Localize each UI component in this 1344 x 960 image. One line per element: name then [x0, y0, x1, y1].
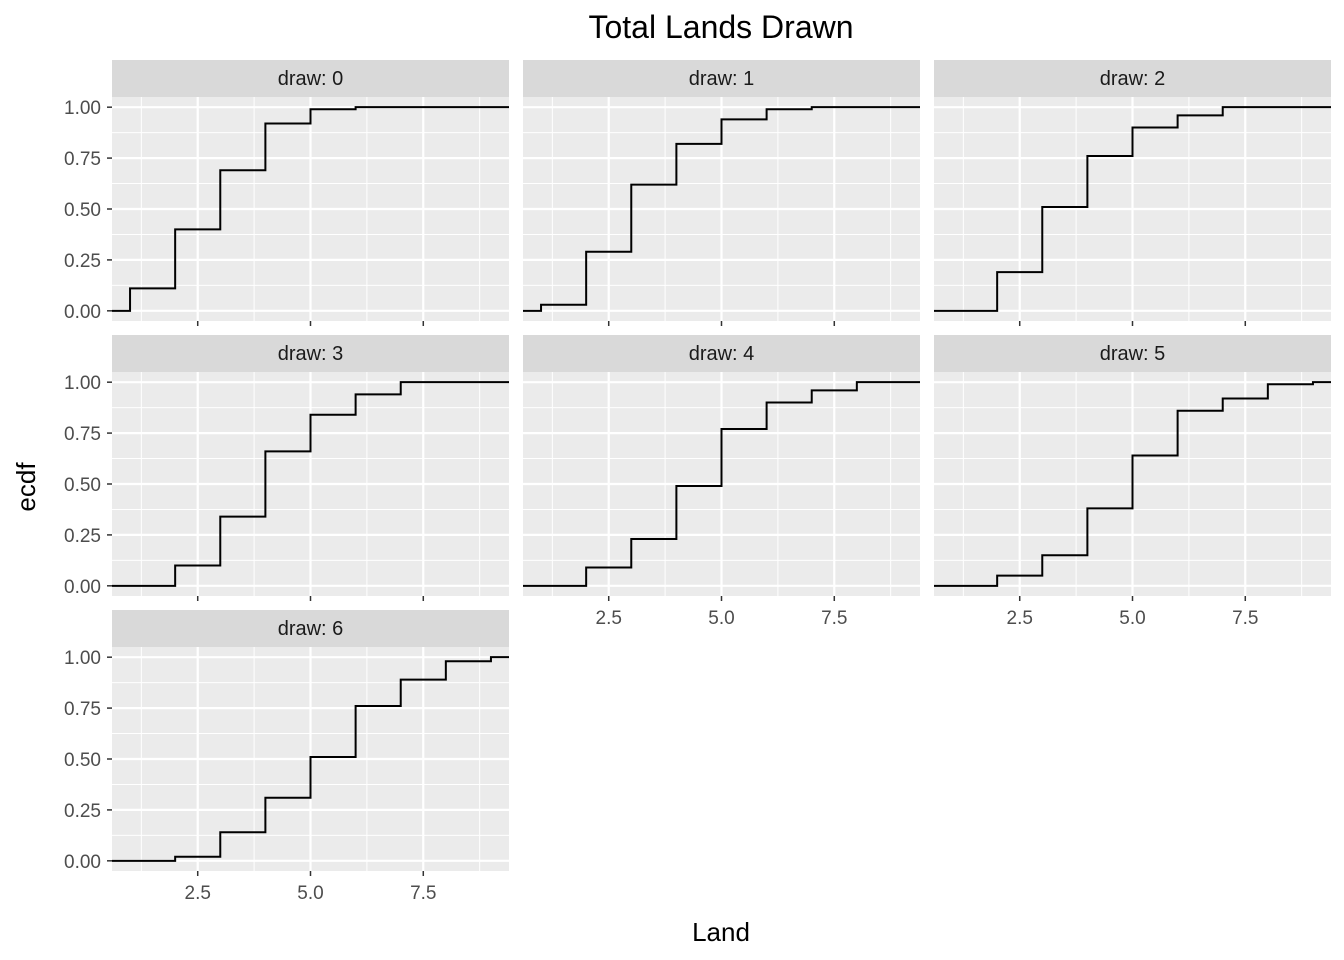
x-tick-label: 5.0: [297, 883, 323, 904]
y-tick-label: 0.50: [64, 750, 101, 771]
x-tick-label: 7.5: [1232, 608, 1258, 629]
facet-panels: draw: 0 0.00 0.25 0.50 0.75 1.00 draw: 1 draw: …: [64, 60, 1331, 904]
facet-strip-label: draw: 5: [1100, 343, 1166, 365]
ecdf-step-line: [934, 106, 1331, 312]
facet-panel: draw: 6 0.00 0.25 0.50 0.75 1.00 2.5 5.0 7.5: [64, 610, 509, 904]
ecdf-step-line: [523, 106, 920, 312]
y-tick-label: 0.75: [64, 424, 101, 445]
ecdf-step-line: [934, 381, 1331, 587]
facet-panel: draw: 0 0.00 0.25 0.50 0.75 1.00: [64, 60, 509, 326]
ecdf-step-line: [112, 656, 509, 862]
facet-strip-label: draw: 3: [278, 343, 344, 365]
x-tick-label: 2.5: [596, 608, 622, 629]
facet-panel: draw: 3 0.00 0.25 0.50 0.75 1.00: [64, 335, 509, 601]
y-tick-label: 0.50: [64, 475, 101, 496]
facet-panel: draw: 2: [934, 60, 1331, 326]
facet-strip-label: draw: 6: [278, 618, 344, 640]
x-tick-label: 7.5: [410, 883, 436, 904]
facet-strip: [523, 60, 920, 97]
y-axis-title: ecdf: [11, 462, 41, 512]
y-tick-label: 0.75: [64, 149, 101, 170]
ecdf-step-line: [112, 381, 509, 587]
y-tick-label: 1.00: [64, 648, 101, 669]
y-tick-label: 0.25: [64, 526, 101, 547]
y-tick-label: 0.50: [64, 200, 101, 221]
ecdf-step-line: [112, 106, 509, 312]
y-tick-label: 0.25: [64, 251, 101, 272]
facet-strip: [112, 610, 509, 647]
y-tick-label: 1.00: [64, 98, 101, 119]
chart-title: Total Lands Drawn: [588, 9, 853, 45]
x-tick-label: 5.0: [708, 608, 734, 629]
y-tick-label: 0.00: [64, 302, 101, 323]
x-axis-title: Land: [692, 917, 750, 947]
y-tick-label: 0.25: [64, 801, 101, 822]
facet-strip: [112, 60, 509, 97]
x-tick-label: 2.5: [185, 883, 211, 904]
y-tick-label: 0.75: [64, 699, 101, 720]
facet-strip: [934, 335, 1331, 372]
y-tick-label: 0.00: [64, 852, 101, 873]
facet-strip: [523, 335, 920, 372]
facet-panel: draw: 5 2.5 5.0 7.5: [934, 335, 1331, 629]
x-tick-label: 7.5: [821, 608, 847, 629]
x-tick-label: 2.5: [1007, 608, 1033, 629]
ecdf-step-line: [523, 381, 920, 587]
facet-panel: draw: 4 2.5 5.0 7.5: [523, 335, 920, 629]
x-tick-label: 5.0: [1119, 608, 1145, 629]
facet-strip-label: draw: 4: [689, 343, 755, 365]
y-tick-label: 1.00: [64, 373, 101, 394]
facet-panel: draw: 1: [523, 60, 920, 326]
facet-strip-label: draw: 0: [278, 68, 344, 90]
facet-strip: [112, 335, 509, 372]
y-tick-label: 0.00: [64, 577, 101, 598]
facet-strip: [934, 60, 1331, 97]
facet-strip-label: draw: 1: [689, 68, 755, 90]
facet-strip-label: draw: 2: [1100, 68, 1166, 90]
